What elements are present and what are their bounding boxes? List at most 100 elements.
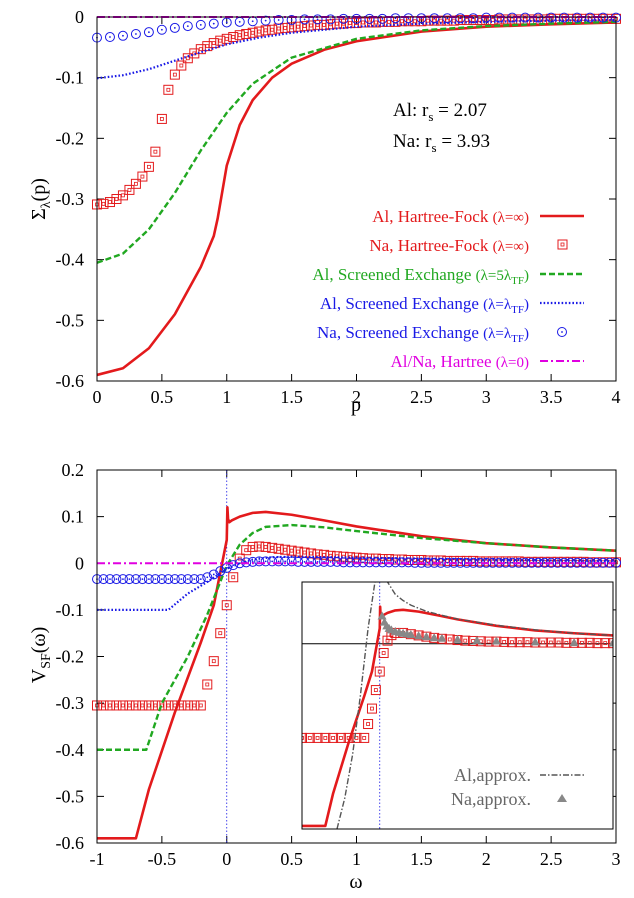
top-na-screened-exchange-tf-point-dot (173, 27, 176, 29)
bottom-al-hartree-fock-line (97, 505, 617, 840)
top-na-screened-exchange-tf-point-dot (264, 19, 267, 22)
top-na-hartree-fock-point (487, 15, 498, 26)
bottom-na-screened-exchange-tf-point-dot (180, 578, 183, 581)
bottom-na-screened-exchange-tf-point-dot (284, 560, 287, 563)
top-na-screened-exchange-tf-point-dot (238, 20, 241, 23)
bottom-na-hartree-fock-point-inner (309, 551, 313, 556)
top-na-screened-exchange-tf-point-dot (160, 28, 163, 31)
legend-marker-na-hf (557, 239, 568, 250)
bottom-y-tick-label: -0.4 (56, 740, 85, 760)
top-na-hartree-fock-point-inner (244, 32, 249, 36)
bottom-na-screened-exchange-tf-point-dot (186, 578, 189, 581)
bottom-na-hartree-fock-point-inner (192, 703, 197, 708)
top-na-hartree-fock-point (500, 14, 511, 25)
bottom-na-screened-exchange-tf-point (143, 574, 154, 585)
top-na-hartree-fock-point-inner (432, 18, 437, 23)
bottom-na-hartree-fock-point-inner (263, 545, 268, 549)
bottom-y-tick-label: -0.2 (56, 647, 85, 667)
top-na-hartree-fock-point-inner (140, 174, 145, 179)
bottom-na-hartree-fock-point-inner (302, 550, 307, 555)
top-y-tick-label: -0.5 (56, 310, 85, 330)
inset-na-hartree-fock-point (592, 638, 603, 649)
top-na-hartree-fock-point (357, 17, 368, 28)
inset-na-hartree-fock-point-inner (370, 706, 374, 711)
inset-na-hartree-fock-point (374, 666, 385, 677)
top-na-hartree-fock-point (124, 184, 135, 195)
inset-na-hartree-fock-point (366, 703, 377, 714)
bottom-x-tick-label: 3 (612, 849, 621, 869)
bottom-y-tick-label: 0 (75, 553, 84, 573)
inset-na-approx-point (421, 632, 431, 641)
bottom-na-screened-exchange-tf-point-dot (413, 561, 416, 564)
top-na-hartree-fock-point (604, 13, 615, 24)
inset-na-hartree-fock-point (483, 636, 494, 647)
bottom-na-screened-exchange-tf-point-dot (148, 578, 150, 581)
top-na-screened-exchange-tf-point (286, 15, 297, 26)
bottom-na-screened-exchange-tf-point (189, 574, 200, 585)
inset-na-hartree-fock-point-inner (315, 736, 320, 740)
top-na-hartree-fock-point-inner (153, 149, 158, 154)
bottom-na-hartree-fock-point (137, 700, 148, 711)
top-na-screened-exchange-tf-point-dot (355, 17, 358, 20)
inset-na-hartree-fock-point (514, 637, 525, 648)
bottom-na-screened-exchange-tf-point (124, 574, 135, 585)
bottom-na-hartree-fock-point (325, 550, 336, 561)
top-na-hartree-fock-point (319, 19, 330, 30)
top-na-screened-exchange-tf-point (416, 13, 427, 24)
top-na-hartree-fock-point (578, 13, 589, 24)
inset-na-hartree-fock-point (545, 637, 556, 648)
inset-na-hartree-fock-point-inner (510, 640, 514, 645)
bottom-na-hartree-fock-point-inner (108, 703, 112, 708)
bottom-na-screened-exchange-tf-point (325, 556, 336, 567)
bottom-na-screened-exchange-tf-point-dot (238, 562, 241, 565)
top-na-hartree-fock-point (474, 15, 485, 26)
top-na-screened-exchange-tf-point-dot (199, 23, 202, 26)
bottom-na-screened-exchange-tf-point (267, 556, 278, 567)
bottom-na-screened-exchange-tf-point-dot (154, 578, 157, 581)
top-na-hartree-fock-point-inner (387, 19, 391, 24)
top-na-hartree-fock-point-inner (172, 72, 177, 77)
bottom-na-hartree-fock-point (332, 551, 343, 562)
top-na-screened-exchange-tf-point (104, 32, 115, 43)
bottom-y-tick-label: 0.2 (62, 460, 85, 480)
bottom-na-screened-exchange-tf-point (156, 574, 167, 585)
top-na-hartree-fock-point-inner (400, 19, 404, 24)
inset-chart: Al,approx. Na,approx. (301, 581, 614, 830)
bottom-na-screened-exchange-tf-point-dot (225, 567, 228, 569)
bottom-na-screened-exchange-tf-point (416, 557, 427, 568)
bottom-na-screened-exchange-tf-point (332, 556, 343, 567)
inset-na-hartree-fock-point (302, 732, 307, 743)
inset-na-hartree-fock-point-inner (595, 641, 600, 646)
inset-na-hartree-fock-point-inner (603, 641, 608, 646)
inset-na-hartree-fock-point-inner (486, 639, 491, 644)
top-na-hartree-fock-point-inner (425, 18, 430, 23)
top-y-tick-label: -0.4 (56, 250, 85, 270)
inset-na-approx-point (429, 633, 439, 642)
bottom-na-screened-exchange-tf-point-dot (297, 560, 300, 563)
bottom-na-screened-exchange-tf-point-dot (277, 560, 280, 563)
top-plot-series (92, 12, 621, 377)
bottom-na-hartree-fock-point (306, 548, 317, 559)
top-na-screened-exchange-tf-point-dot (109, 36, 111, 38)
inset-na-hartree-fock-point (561, 637, 572, 648)
bottom-x-tick-label: 1.5 (410, 849, 433, 869)
bottom-na-screened-exchange-tf-point-dot (212, 573, 215, 576)
top-na-screened-exchange-tf-point (338, 13, 349, 24)
top-na-hartree-fock-point (280, 22, 291, 33)
top-na-screened-exchange-tf-point-dot (394, 17, 397, 20)
inset-plot-series (302, 582, 613, 829)
top-na-hartree-fock-point-inner (283, 26, 288, 30)
bottom-na-screened-exchange-tf-point (299, 556, 310, 567)
inset-na-approx-point (437, 633, 447, 642)
bottom-na-screened-exchange-tf-point-dot (569, 561, 572, 564)
inset-na-hartree-fock-point (359, 732, 370, 743)
bottom-na-screened-exchange-tf-point (247, 556, 258, 567)
top-na-hartree-fock-point (247, 27, 258, 38)
bottom-na-hartree-fock-point-inner (257, 544, 262, 549)
inset-na-approx-point (377, 611, 387, 620)
bottom-na-screened-exchange-tf-point-dot (446, 561, 449, 564)
top-na-hartree-fock-point (111, 194, 122, 204)
inset-na-approx-point (491, 636, 501, 645)
top-na-hartree-fock-point-inner (231, 35, 236, 39)
